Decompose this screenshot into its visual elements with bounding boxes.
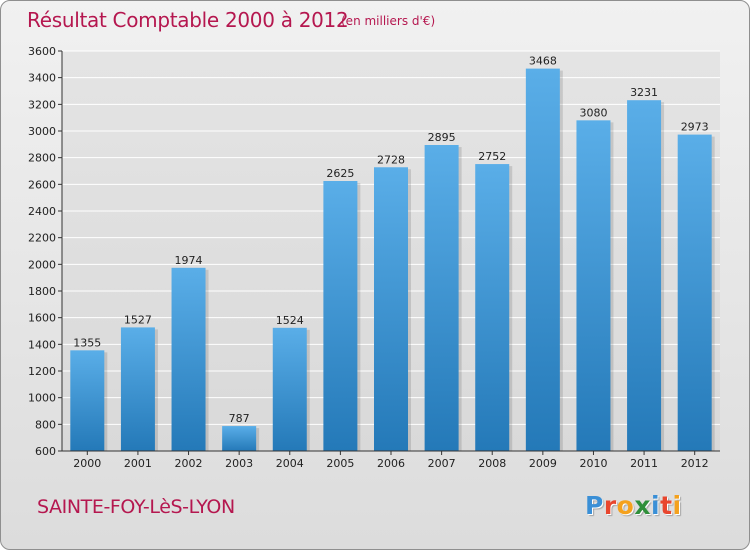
x-tick-label: 2009 — [529, 457, 557, 470]
y-tick-label: 600 — [35, 445, 56, 458]
x-tick-label: 2007 — [428, 457, 456, 470]
y-tick-label: 2200 — [28, 232, 56, 245]
logo-letter: r — [603, 491, 617, 520]
bar — [677, 134, 712, 451]
bar — [120, 327, 155, 451]
bar — [272, 327, 307, 451]
y-tick-label: 1400 — [28, 338, 56, 351]
bar — [70, 350, 105, 451]
y-tick-label: 2600 — [28, 178, 56, 191]
y-tick-label: 1800 — [28, 285, 56, 298]
logo-letter: t — [660, 491, 673, 520]
x-axis-tick-labels: 2000 2001 2002 2003 2004 2005 2006 2007 2008 2009… — [73, 451, 709, 470]
y-tick-label: 1600 — [28, 312, 56, 325]
bar — [171, 267, 206, 451]
y-tick-label: 2400 — [28, 205, 56, 218]
city-name: SAINTE-FOY-LèS-LYON — [37, 496, 235, 518]
bar — [576, 120, 611, 451]
y-tick-label: 3600 — [28, 45, 56, 58]
y-tick-label: 3400 — [28, 72, 56, 85]
data-label: 3231 — [630, 86, 658, 99]
logo-letter: x — [634, 491, 651, 520]
x-tick-label: 2008 — [478, 457, 506, 470]
y-tick-label: 3000 — [28, 125, 56, 138]
y-tick-label: 1200 — [28, 365, 56, 378]
data-label: 2973 — [681, 121, 709, 134]
bar — [627, 100, 662, 451]
data-label: 1527 — [124, 313, 152, 326]
data-labels: 1355 1527 1974 787 1524 2625 2728 2895 2752 3468 3… — [73, 55, 708, 425]
y-axis-tick-labels: 600 800 1000 1200 1400 1600 1800 2000 2200 2400 26… — [28, 45, 56, 458]
x-tick-label: 2000 — [73, 457, 101, 470]
logo-letter: o — [616, 491, 635, 520]
y-tick-label: 2800 — [28, 152, 56, 165]
data-label: 1524 — [276, 314, 304, 327]
x-tick-label: 2012 — [681, 457, 709, 470]
logo-letter: P — [585, 491, 604, 520]
y-tick-label: 3200 — [28, 98, 56, 111]
bar — [525, 68, 560, 451]
y-tick-label: 800 — [35, 418, 56, 431]
x-tick-label: 2010 — [579, 457, 607, 470]
bar — [374, 167, 408, 451]
data-label: 2625 — [326, 167, 354, 180]
bar — [475, 164, 510, 452]
x-tick-label: 2005 — [326, 457, 354, 470]
data-label: 1355 — [73, 336, 101, 349]
y-tick-label: 2000 — [28, 258, 56, 271]
x-tick-label: 2003 — [225, 457, 253, 470]
data-label: 2728 — [377, 153, 405, 166]
x-tick-label: 2006 — [377, 457, 405, 470]
logo-letter: i — [651, 491, 661, 520]
bar — [424, 145, 459, 451]
x-tick-label: 2011 — [630, 457, 658, 470]
logo-letter: i — [672, 491, 682, 520]
bars-group — [70, 68, 715, 452]
x-tick-label: 2002 — [175, 457, 203, 470]
chart-subtitle: (en milliers d'€) — [341, 14, 436, 28]
data-label: 2895 — [428, 131, 456, 144]
bar — [323, 181, 358, 451]
data-label: 3468 — [529, 55, 557, 68]
data-label: 787 — [229, 412, 250, 425]
proxiti-logo[interactable]: Proxiti — [585, 491, 682, 520]
bar — [222, 426, 257, 451]
x-tick-label: 2004 — [276, 457, 304, 470]
data-label: 2752 — [478, 150, 506, 163]
data-label: 1974 — [175, 254, 203, 267]
chart-title: Résultat Comptable 2000 à 2012 — [27, 8, 349, 32]
y-tick-label: 1000 — [28, 392, 56, 405]
x-tick-label: 2001 — [124, 457, 152, 470]
data-label: 3080 — [579, 106, 607, 119]
